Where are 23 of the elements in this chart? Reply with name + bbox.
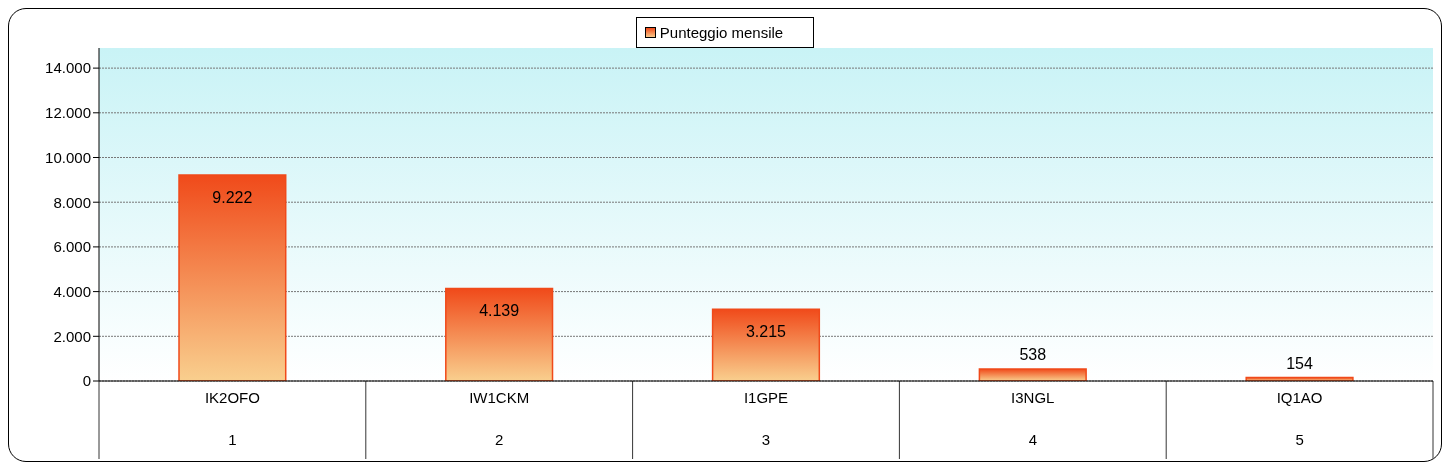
bar [711,308,821,381]
category-label: IW1CKM 2 [469,389,530,448]
y-tick-label: 0 [82,372,91,390]
bar [445,287,554,381]
y-tick-label: 6.000 [53,238,91,256]
data-label: 538 [1019,345,1047,363]
y-tick-label: 14.000 [45,59,91,77]
y-tick-label: 10.000 [45,148,91,166]
y-tick-label: 4.000 [53,282,91,300]
legend-label: Punteggio mensile [658,24,784,41]
data-label: 3.215 [745,323,787,341]
data-label: 4.139 [479,302,520,320]
y-tick-label: 12.000 [45,104,91,122]
category-label: IQ1AO 5 [1276,389,1323,448]
category-label: I3NGL 4 [1011,389,1055,448]
category-label: IK2OFO 1 [204,389,260,448]
bar [978,368,1087,381]
category-label: I1GPE 3 [743,389,789,448]
y-tick-label: 8.000 [53,193,91,211]
y-tick-label: 2.000 [53,327,91,345]
data-label: 9.222 [212,188,253,206]
bar [178,174,287,381]
data-label: 154 [1286,354,1314,372]
